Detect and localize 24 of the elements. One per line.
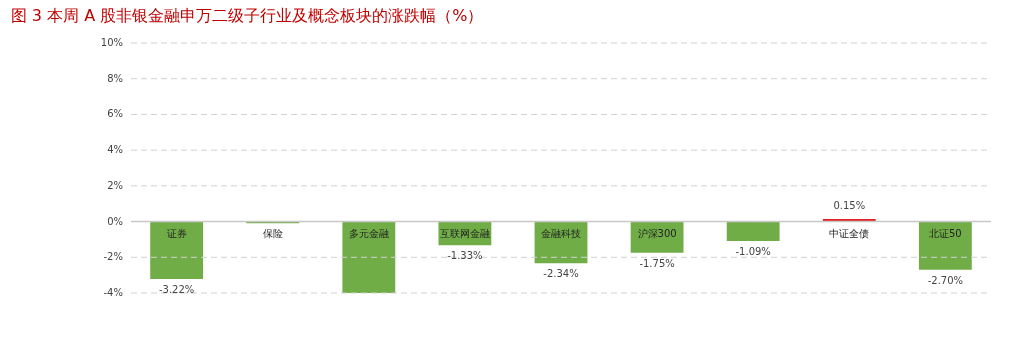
y-tick-label: 10% xyxy=(100,37,123,48)
x-tick-label: 北证50 xyxy=(928,227,962,239)
y-tick-label: 2% xyxy=(107,179,123,191)
data-label: -1.09% xyxy=(735,246,771,258)
data-label: -2.34% xyxy=(543,268,579,280)
x-tick-label: 证券 xyxy=(166,227,187,239)
data-label: -2.70% xyxy=(927,274,964,286)
y-tick-label: -2% xyxy=(103,251,123,263)
y-tick-label: 6% xyxy=(107,108,123,120)
data-label: -1.75% xyxy=(639,257,675,269)
data-label: -3.22% xyxy=(158,284,195,296)
y-tick-label: 8% xyxy=(107,72,123,84)
x-tick-label: 多元金融 xyxy=(348,227,389,239)
x-tick-label: 保险 xyxy=(262,227,283,239)
y-tick-label: 4% xyxy=(107,144,123,156)
data-label: 0.15% xyxy=(833,199,866,211)
data-label: -1.33% xyxy=(447,250,483,262)
x-tick-label: 金融科技 xyxy=(541,227,581,239)
x-tick-label: 中证全债 xyxy=(829,227,870,239)
chart-title: 图 3 本周 A 股非银金融申万二级子行业及概念板块的涨跌幅（%） xyxy=(10,6,484,25)
y-tick-label: -4% xyxy=(103,287,123,298)
x-tick-label: 沪深300 xyxy=(637,227,677,239)
x-tick-label: 互联网金融 xyxy=(439,227,490,239)
y-tick-label: 0% xyxy=(107,215,123,227)
